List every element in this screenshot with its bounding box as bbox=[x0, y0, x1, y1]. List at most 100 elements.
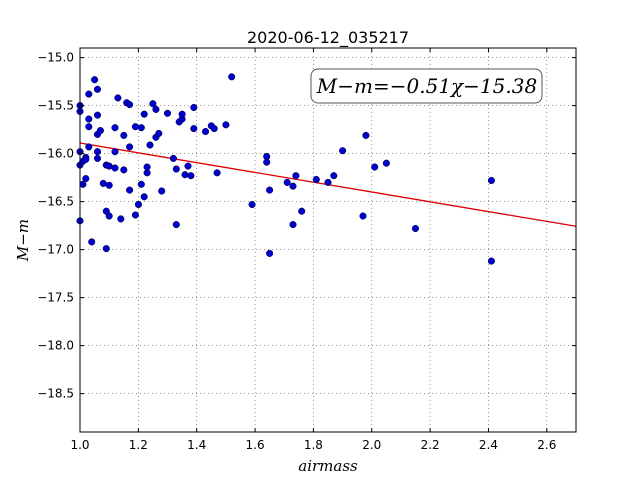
y-tick-label: −17.5 bbox=[37, 291, 74, 305]
data-point bbox=[263, 158, 271, 166]
x-tick-label: 1.8 bbox=[304, 438, 323, 452]
data-point bbox=[411, 224, 420, 233]
data-point bbox=[105, 212, 113, 220]
x-tick-label: 2.6 bbox=[537, 438, 556, 452]
data-point bbox=[187, 172, 195, 180]
y-tick-label: −16.0 bbox=[37, 147, 74, 161]
data-point bbox=[283, 178, 291, 186]
data-point bbox=[137, 180, 145, 188]
data-point bbox=[158, 187, 166, 195]
fit-equation-annotation: M−m=−0.51χ−15.38 bbox=[310, 68, 543, 104]
data-point bbox=[114, 94, 122, 102]
data-point bbox=[222, 121, 230, 129]
data-point bbox=[137, 124, 145, 132]
data-point bbox=[169, 154, 177, 162]
data-point bbox=[330, 172, 338, 180]
data-point bbox=[131, 211, 139, 219]
x-tick-label: 1.6 bbox=[246, 438, 265, 452]
data-point bbox=[371, 163, 379, 171]
data-point bbox=[120, 131, 128, 139]
fit-equation-text: M−m=−0.51χ−15.38 bbox=[316, 74, 537, 98]
plot-frame bbox=[79, 47, 577, 433]
data-point bbox=[172, 221, 180, 229]
y-tick-label: −18.0 bbox=[37, 339, 74, 353]
data-point bbox=[93, 85, 102, 93]
data-point bbox=[126, 101, 134, 109]
y-tick-label: −15.5 bbox=[37, 99, 74, 113]
data-point bbox=[149, 100, 157, 108]
data-point bbox=[143, 169, 151, 177]
data-point bbox=[339, 147, 347, 155]
data-point bbox=[184, 162, 192, 170]
data-point bbox=[324, 178, 332, 186]
data-point bbox=[181, 171, 189, 179]
gridlines bbox=[79, 48, 576, 432]
data-point bbox=[134, 200, 142, 209]
x-tick-label: 2.2 bbox=[421, 438, 440, 452]
data-point bbox=[140, 193, 148, 201]
data-point bbox=[111, 148, 119, 156]
data-point bbox=[85, 90, 93, 98]
data-point bbox=[298, 207, 306, 215]
data-point bbox=[190, 125, 198, 133]
data-point bbox=[140, 110, 148, 118]
data-point bbox=[146, 141, 154, 149]
data-point bbox=[210, 125, 218, 133]
data-point bbox=[85, 123, 93, 131]
data-point bbox=[85, 143, 93, 151]
y-tick-label: −15.0 bbox=[37, 51, 74, 65]
x-tick-labels: 1.0 1.2 1.4 1.6 1.8 2.0 2.2 2.4 2.6 bbox=[70, 438, 556, 452]
data-point bbox=[201, 127, 210, 136]
data-point bbox=[111, 124, 119, 132]
x-tick-label: 1.4 bbox=[187, 438, 206, 452]
x-tick-label: 1.2 bbox=[129, 438, 148, 452]
data-point bbox=[131, 123, 139, 131]
data-point bbox=[362, 131, 370, 139]
x-tick-label: 2.0 bbox=[362, 438, 381, 452]
data-point bbox=[85, 115, 93, 123]
data-point bbox=[487, 257, 495, 265]
data-point bbox=[312, 175, 320, 184]
x-tick-label: 2.4 bbox=[479, 438, 498, 452]
data-point bbox=[82, 155, 90, 163]
data-point bbox=[96, 127, 104, 135]
data-point bbox=[266, 186, 274, 194]
data-point bbox=[266, 249, 274, 257]
y-tick-label: −18.5 bbox=[37, 387, 74, 401]
data-point bbox=[359, 212, 367, 220]
data-point bbox=[93, 148, 102, 156]
y-tick-label: −17.0 bbox=[37, 243, 74, 257]
annotation-box bbox=[310, 68, 543, 104]
y-tick-labels: −15.0 −15.5 −16.0 −16.5 −17.0 −17.5 −18.0 −18.5 bbox=[37, 51, 74, 401]
x-tick-label: 1.0 bbox=[70, 438, 89, 452]
data-point bbox=[289, 182, 297, 190]
chart-title: 2020-06-12_035217 bbox=[247, 28, 409, 48]
data-point bbox=[82, 175, 90, 183]
data-point bbox=[105, 181, 113, 189]
data-point bbox=[248, 200, 256, 209]
data-point bbox=[126, 186, 134, 194]
data-point bbox=[163, 109, 172, 117]
data-point bbox=[172, 165, 180, 173]
data-point bbox=[91, 76, 99, 84]
data-point bbox=[228, 73, 236, 81]
axis-ticks bbox=[79, 48, 576, 432]
data-point bbox=[99, 179, 107, 187]
data-point bbox=[190, 103, 198, 112]
data-point bbox=[152, 105, 160, 113]
data-point bbox=[102, 245, 110, 253]
data-point bbox=[120, 166, 128, 174]
data-point bbox=[382, 159, 390, 167]
data-point bbox=[93, 111, 102, 119]
data-point bbox=[117, 215, 125, 223]
data-point bbox=[213, 169, 221, 177]
data-point bbox=[155, 129, 163, 137]
x-axis-label: airmass bbox=[298, 457, 358, 475]
data-point bbox=[292, 172, 300, 180]
data-point bbox=[126, 143, 134, 151]
data-point bbox=[93, 154, 102, 162]
y-axis-label: M−m bbox=[14, 219, 32, 262]
data-points bbox=[76, 73, 495, 265]
data-point bbox=[88, 238, 96, 246]
